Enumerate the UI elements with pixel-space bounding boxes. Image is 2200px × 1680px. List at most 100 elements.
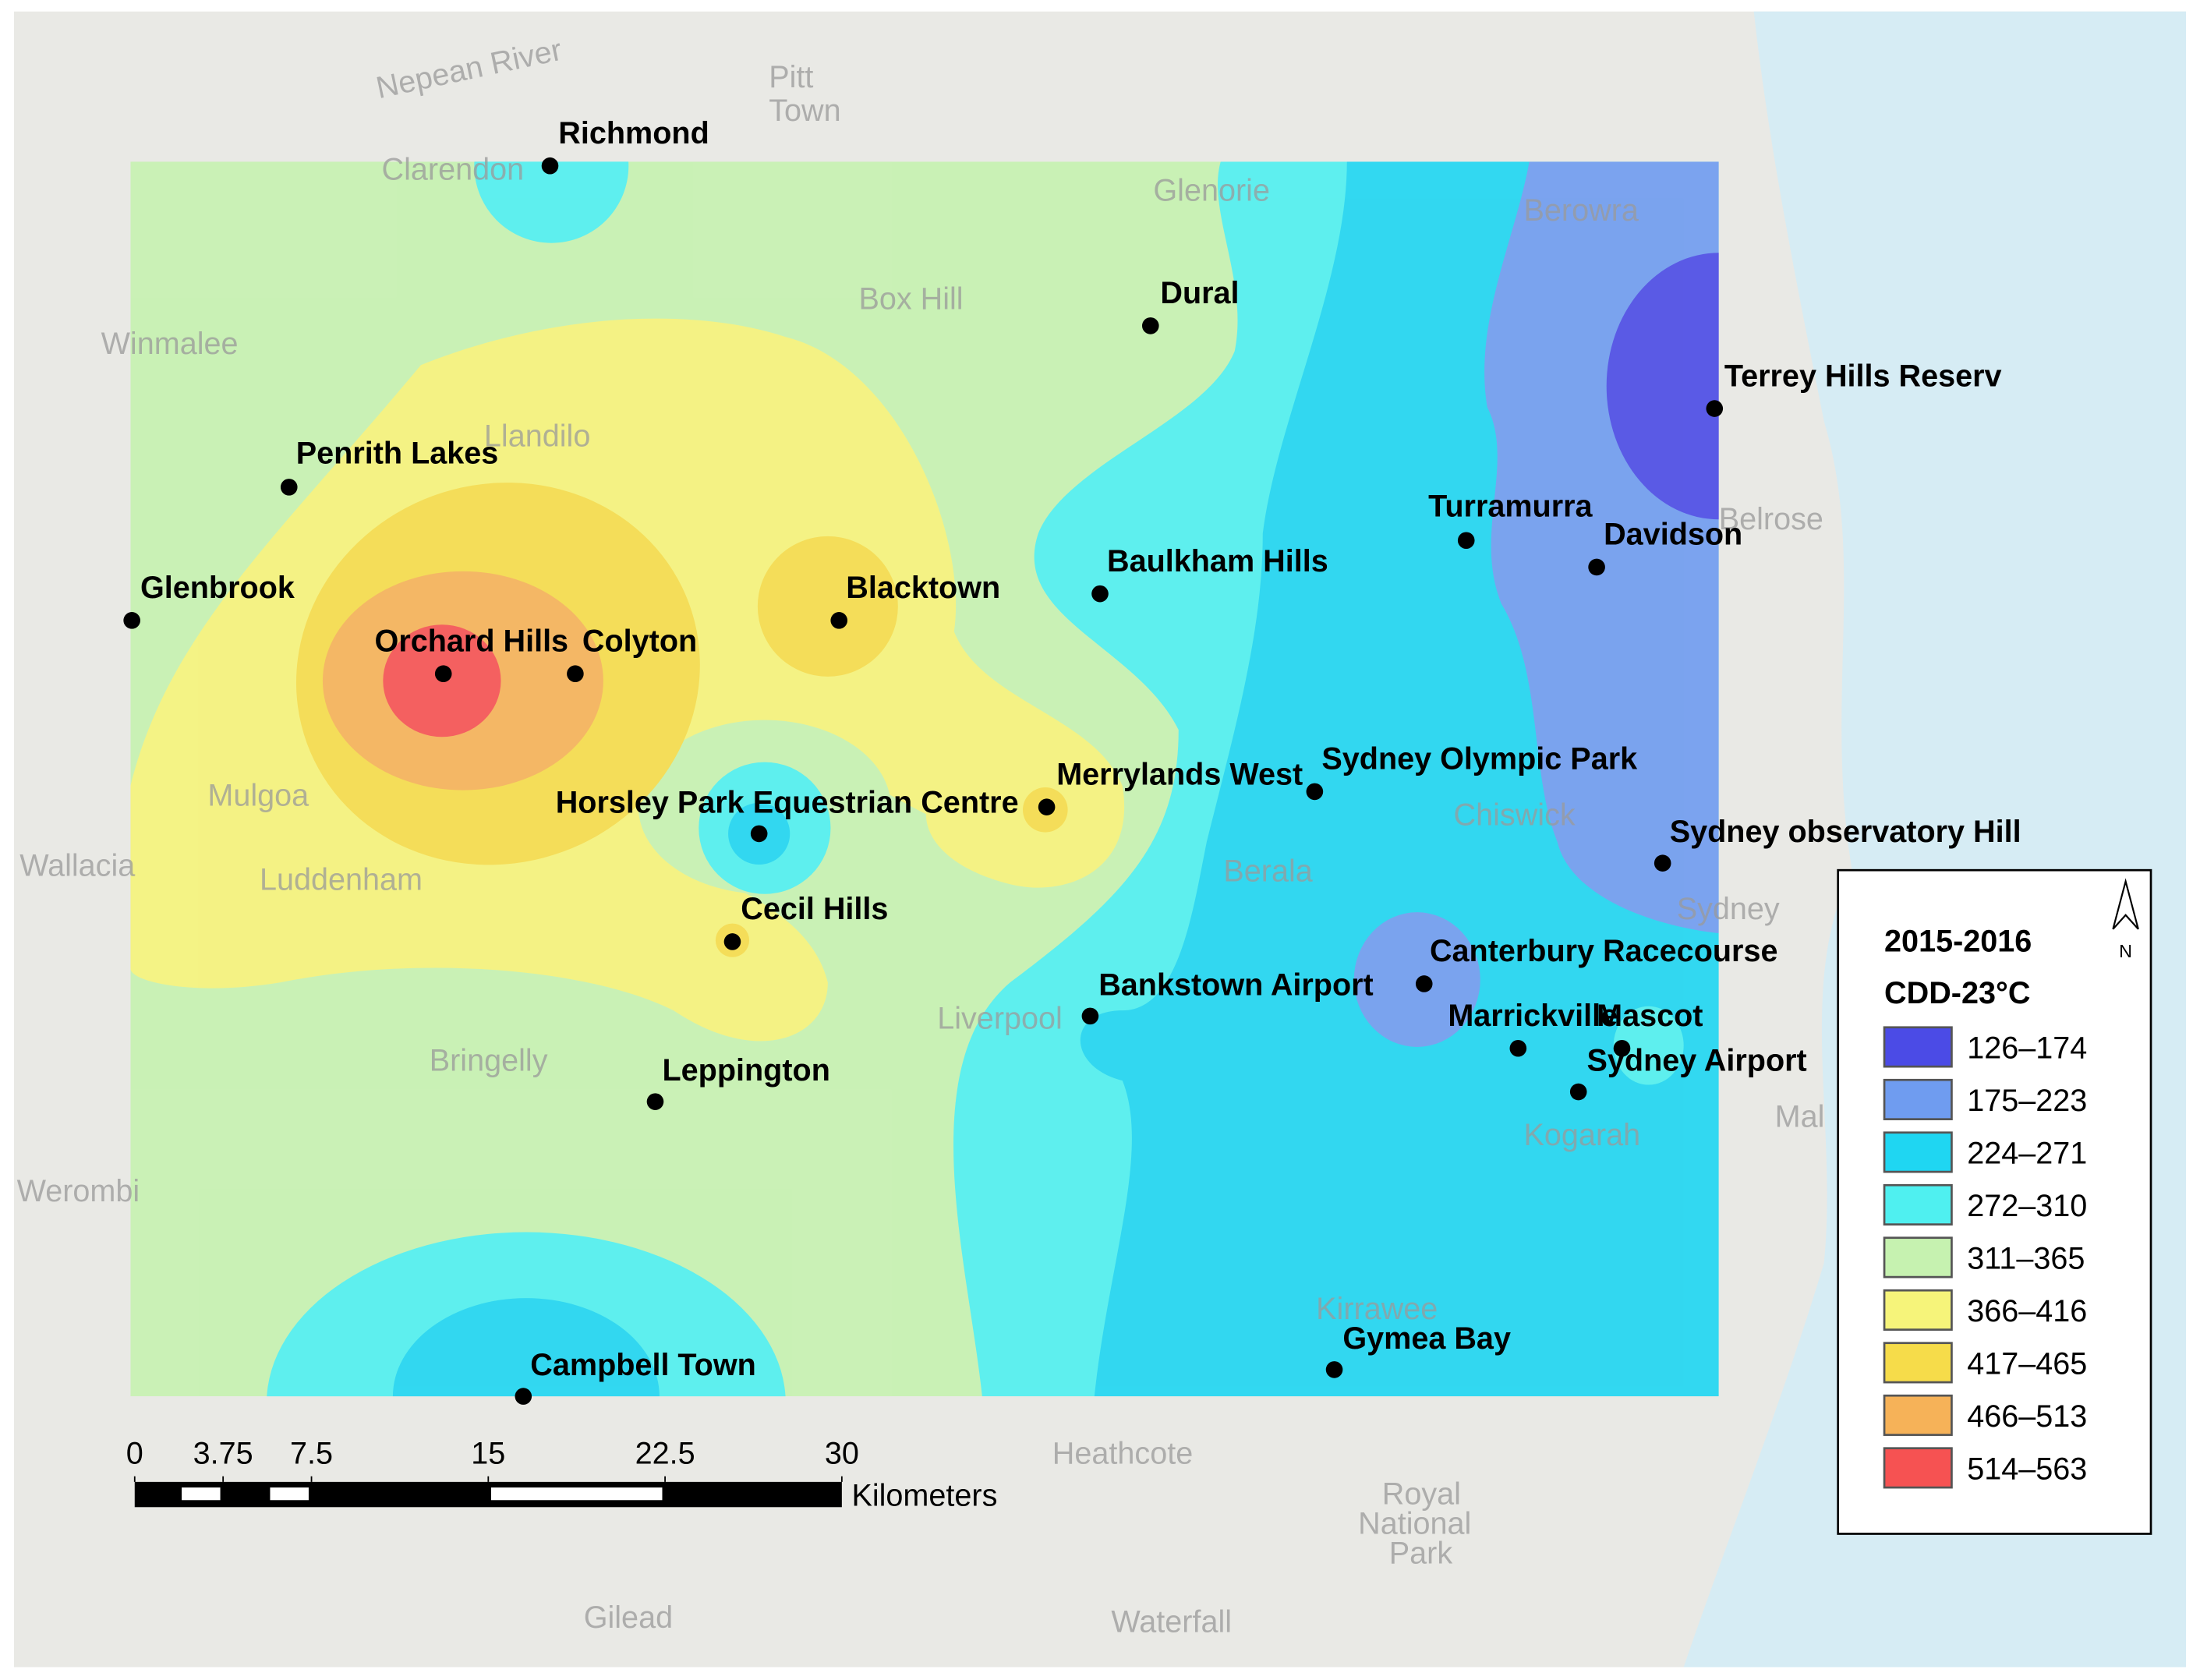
station-dot bbox=[1325, 1361, 1343, 1378]
station-label: Penrith Lakes bbox=[296, 436, 499, 470]
north-label: N bbox=[2119, 941, 2132, 961]
zone bbox=[1613, 1006, 1684, 1085]
basemap-label: Mulgoa bbox=[207, 778, 309, 812]
station-dot bbox=[1457, 532, 1475, 550]
basemap-label: Gilead bbox=[584, 1600, 673, 1635]
station-dot bbox=[1081, 1007, 1099, 1025]
scale-tick-label: 30 bbox=[825, 1436, 859, 1470]
scale-tick-label: 0 bbox=[126, 1436, 143, 1470]
basemap-label: Heathcote bbox=[1052, 1436, 1193, 1470]
legend-label: 417–465 bbox=[1967, 1346, 2087, 1381]
station-label: Terrey Hills Reserv bbox=[1724, 359, 2002, 393]
station-label: Orchard Hills bbox=[375, 624, 569, 658]
station-dot bbox=[541, 157, 559, 175]
legend-label: 466–513 bbox=[1967, 1399, 2087, 1434]
legend-label: 126–174 bbox=[1967, 1031, 2087, 1065]
station-label: Turramurra bbox=[1428, 490, 1593, 524]
station-label: Gymea Bay bbox=[1342, 1321, 1511, 1356]
scale-bar-segment bbox=[182, 1487, 221, 1501]
legend-swatch bbox=[1883, 1183, 1953, 1226]
legend-label: 224–271 bbox=[1967, 1136, 2087, 1170]
station-dot bbox=[1509, 1039, 1527, 1057]
station-dot bbox=[1306, 783, 1324, 801]
basemap-label: Berowra bbox=[1524, 193, 1639, 228]
basemap-label: Mal bbox=[1775, 1100, 1825, 1134]
basemap-label: Box Hill bbox=[858, 281, 963, 316]
legend-swatch bbox=[1883, 1131, 1953, 1173]
station-dot bbox=[1613, 1039, 1631, 1057]
basemap-label: Sydney bbox=[1677, 892, 1780, 926]
basemap-label: Berala bbox=[1223, 854, 1313, 889]
legend-label: 366–416 bbox=[1967, 1294, 2087, 1328]
basemap-label: Luddenham bbox=[260, 862, 423, 897]
basemap-label: Werombi bbox=[17, 1174, 140, 1208]
station-dot bbox=[1415, 975, 1433, 992]
legend-swatch bbox=[1883, 1026, 1953, 1068]
station-label: Campbell Town bbox=[530, 1348, 756, 1382]
scale-tick-label: 7.5 bbox=[290, 1436, 333, 1470]
zone bbox=[392, 1298, 660, 1397]
station-dot bbox=[434, 665, 452, 683]
legend-swatch bbox=[1883, 1289, 1953, 1331]
station-dot bbox=[1038, 798, 1056, 816]
legend: 2015-2016 CDD-23°C N 126–174 175–223 224–2… bbox=[1837, 868, 2152, 1535]
station-dot bbox=[1588, 558, 1605, 576]
basemap-label: Liverpool bbox=[937, 1002, 1063, 1036]
basemap-label: Waterfall bbox=[1111, 1604, 1232, 1639]
basemap-label: National bbox=[1358, 1506, 1471, 1540]
station-label: Leppington bbox=[662, 1053, 829, 1088]
basemap-label: Town bbox=[769, 94, 840, 128]
legend-swatch bbox=[1883, 1342, 1953, 1384]
scale-bar: 0 3.75 7.5 15 22.5 30 Kilometers bbox=[126, 1436, 998, 1512]
station-label: Marrickville bbox=[1448, 999, 1618, 1033]
station-label: Colyton bbox=[582, 624, 697, 658]
station-label: Sydney Olympic Park bbox=[1321, 742, 1638, 776]
station-dot bbox=[1141, 317, 1159, 334]
basemap-label: Llandilo bbox=[484, 419, 590, 454]
scale-bar-segment bbox=[270, 1487, 309, 1501]
station-label: Sydney observatory Hill bbox=[1670, 815, 2021, 849]
zone bbox=[1606, 253, 1719, 520]
station-dot bbox=[750, 825, 768, 843]
basemap-label: Bringelly bbox=[430, 1044, 548, 1078]
scale-unit: Kilometers bbox=[851, 1478, 997, 1512]
station-label: Baulkham Hills bbox=[1107, 544, 1328, 578]
station-dot bbox=[1654, 854, 1671, 872]
legend-swatch bbox=[1883, 1078, 1953, 1120]
basemap-label: Belrose bbox=[1719, 502, 1823, 536]
north-arrow bbox=[2112, 878, 2139, 930]
station-dot bbox=[723, 933, 741, 950]
scale-bar-segment bbox=[490, 1487, 663, 1501]
station-dot bbox=[646, 1093, 664, 1110]
basemap-label: Royal bbox=[1382, 1477, 1461, 1512]
station-label: Davidson bbox=[1604, 518, 1742, 552]
legend-label: 272–310 bbox=[1967, 1189, 2087, 1223]
basemap-label: Wallacia bbox=[19, 848, 136, 882]
station-label: Cecil Hills bbox=[741, 892, 888, 926]
basemap-label: Park bbox=[1389, 1536, 1453, 1570]
station-label: Bankstown Airport bbox=[1098, 967, 1374, 1002]
legend-swatch bbox=[1883, 1394, 1953, 1436]
station-label: Sydney Airport bbox=[1587, 1044, 1807, 1078]
station-label: Blacktown bbox=[846, 571, 1000, 605]
legend-label: 175–223 bbox=[1967, 1084, 2087, 1118]
station-dot bbox=[1569, 1083, 1587, 1101]
scale-tick-label: 3.75 bbox=[193, 1436, 253, 1470]
basemap-label: Winmalee bbox=[101, 327, 239, 361]
stations: Richmond Dural Terrey Hills Reserv Penrith … bbox=[123, 116, 2021, 1405]
station-label: Glenbrook bbox=[140, 571, 295, 605]
station-dot bbox=[515, 1388, 532, 1405]
scale-bar-body bbox=[134, 1481, 842, 1508]
legend-label: 311–365 bbox=[1967, 1241, 2085, 1275]
station-label: Richmond bbox=[558, 116, 709, 150]
station-label: Mascot bbox=[1597, 999, 1703, 1033]
basemap-label: Kirrawee bbox=[1316, 1292, 1438, 1326]
station-label: Canterbury Racecourse bbox=[1430, 934, 1778, 968]
cdd-surface bbox=[130, 161, 1719, 1397]
legend-title: 2015-2016 bbox=[1884, 925, 2032, 959]
legend-label: 514–563 bbox=[1967, 1452, 2087, 1486]
station-dot bbox=[280, 479, 298, 496]
legend-swatch bbox=[1883, 1236, 1953, 1279]
